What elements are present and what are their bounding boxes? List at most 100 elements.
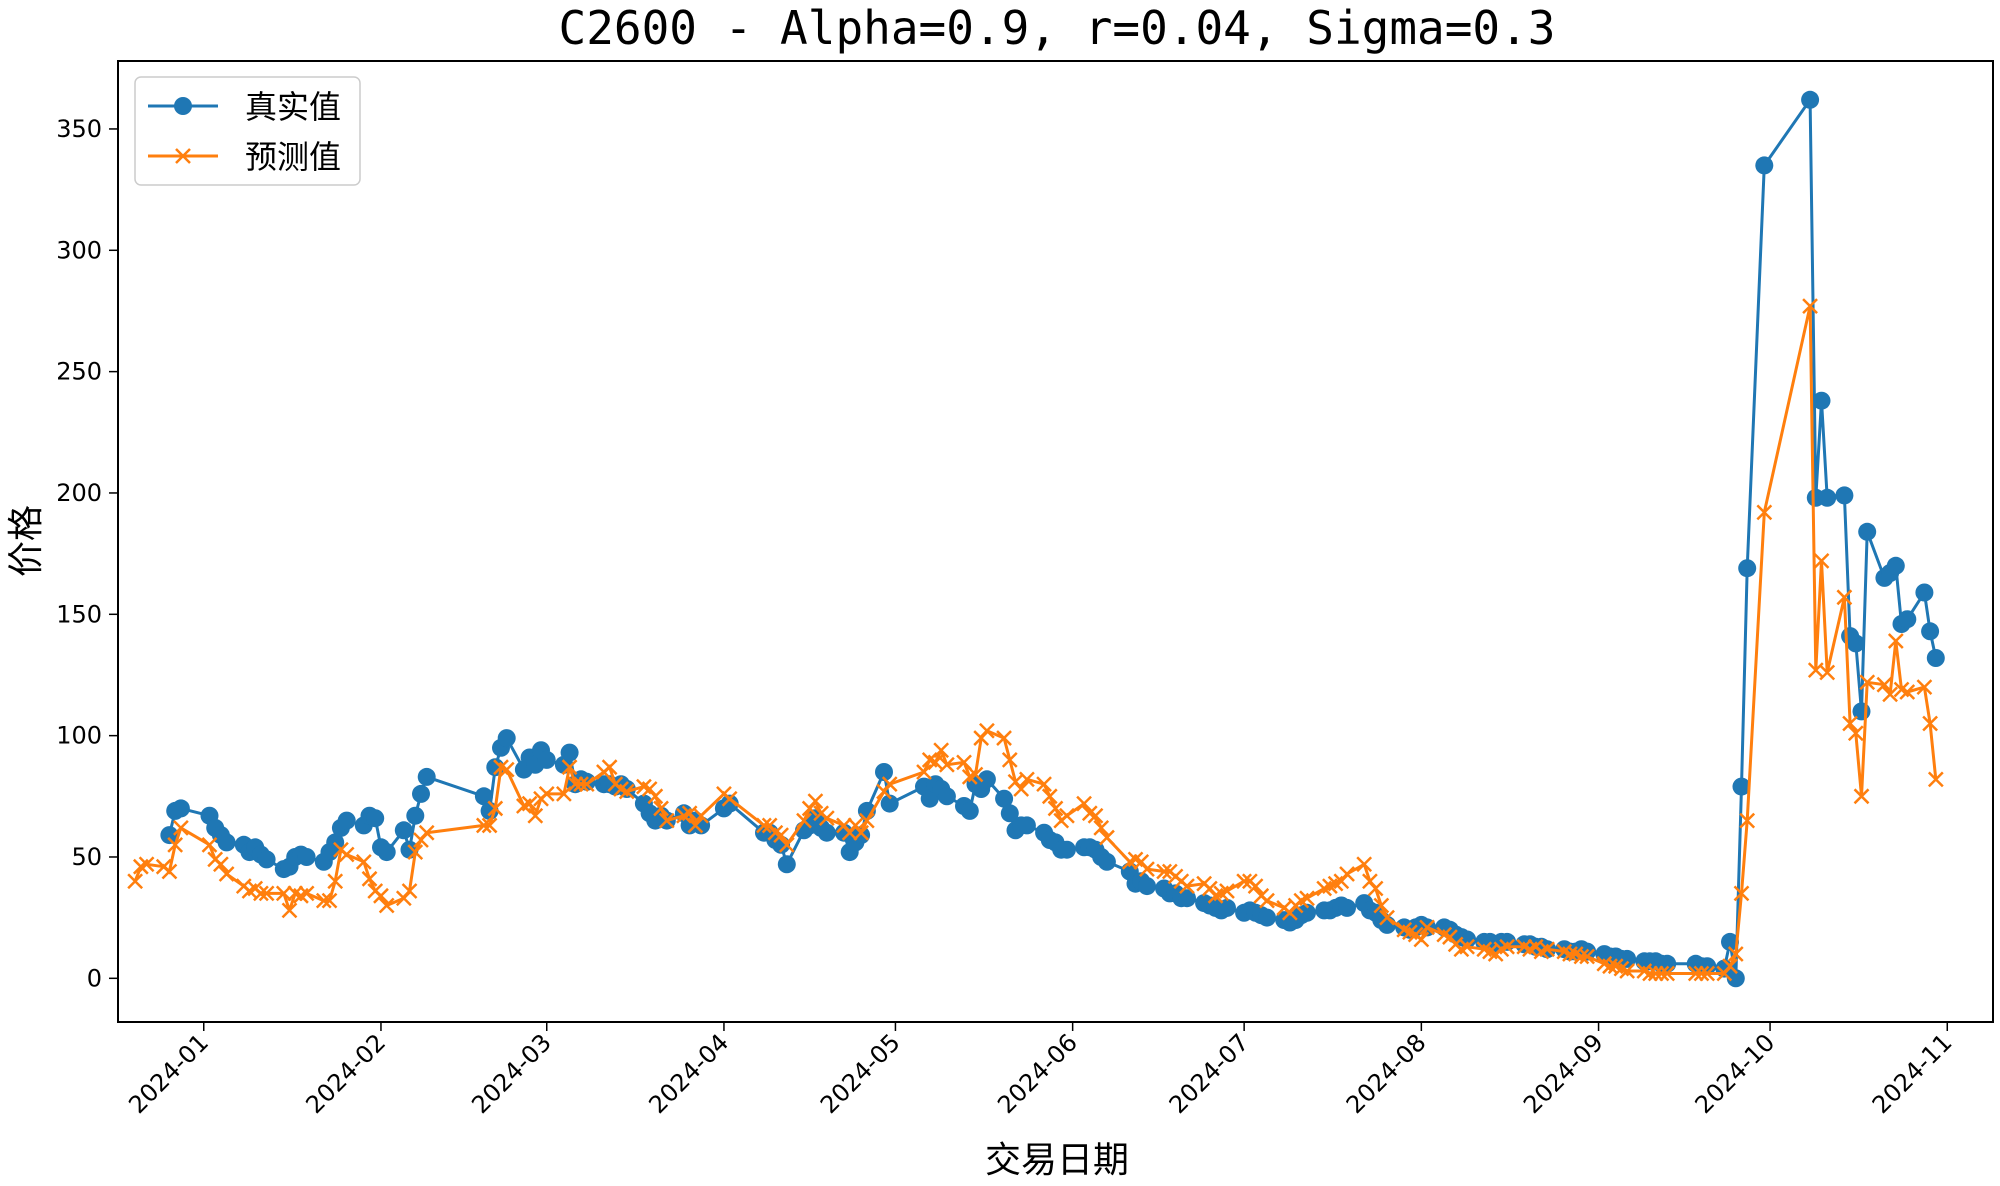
predicted-point: [567, 776, 584, 793]
actual-point: [412, 784, 430, 803]
predicted-point: [1647, 965, 1664, 982]
predicted-point: [1802, 298, 1818, 314]
predicted-point: [618, 783, 635, 800]
predicted-point: [1887, 633, 1904, 649]
actual-point: [1915, 583, 1934, 602]
predicted-point: [338, 846, 355, 863]
x-axis-label: 交易日期: [985, 1140, 1129, 1181]
predicted-line: [133, 304, 1938, 975]
actual-point: [1658, 954, 1677, 973]
predicted-point: [807, 793, 824, 810]
actual-point: [1618, 949, 1637, 968]
actual-point: [617, 780, 636, 798]
legend-predicted-marker: [175, 148, 191, 164]
predicted-point: [939, 756, 955, 773]
predicted-point: [561, 759, 578, 776]
predicted-point: [979, 722, 995, 739]
actual-point: [1000, 804, 1019, 823]
predicted-point: [1019, 771, 1035, 788]
actual-point: [977, 770, 996, 789]
actual-point: [1178, 889, 1196, 908]
actual-point: [1017, 816, 1036, 835]
plot-frame: [117, 60, 1994, 1023]
x-tick-label: 2024-05: [815, 1028, 906, 1119]
predicted-point: [1916, 679, 1933, 695]
actual-point: [960, 801, 979, 820]
actual-point: [1218, 898, 1236, 917]
x-tick-label: 2024-01: [123, 1028, 214, 1119]
actual-point: [171, 799, 190, 818]
predicted-point: [601, 759, 618, 776]
actual-point: [1846, 634, 1865, 653]
predicted-point: [721, 790, 738, 807]
predicted-point: [1047, 800, 1064, 817]
actual-point: [394, 821, 413, 840]
predicted-point: [778, 836, 795, 853]
actual-point: [217, 833, 236, 852]
x-tick-label: 2024-03: [466, 1028, 557, 1119]
predicted-point: [1899, 684, 1916, 700]
predicted-point: [647, 788, 664, 805]
x-tick-label: 2024-02: [300, 1028, 391, 1119]
predicted-point: [1001, 752, 1018, 768]
predicted-point: [475, 817, 492, 834]
actual-point: [1097, 852, 1116, 871]
actual-point: [377, 843, 396, 862]
y-tick-label: 100: [56, 722, 102, 750]
predicted-point: [355, 853, 372, 870]
predicted-point: [281, 902, 298, 919]
predicted-point: [1922, 715, 1939, 732]
predicted-point: [498, 761, 515, 778]
predicted-point: [1653, 965, 1670, 982]
chart-title: C2600 - Alpha=0.9, r=0.04, Sigma=0.3: [559, 1, 1556, 55]
y-tick-label: 350: [56, 115, 102, 143]
predicted-point: [1247, 878, 1264, 894]
actual-point: [1835, 486, 1854, 505]
predicted-point: [1642, 965, 1658, 982]
x-axis: 2024-01 2024-02 2024-03 2024-04 2024-05 2024-…: [123, 1022, 1958, 1119]
predicted-point: [361, 870, 378, 887]
actual-point: [497, 729, 516, 748]
actual-point: [995, 789, 1014, 808]
actual-point: [337, 811, 356, 830]
actual-point: [1258, 908, 1276, 927]
predicted-point: [1013, 781, 1030, 797]
predicted-point: [315, 892, 332, 909]
y-tick-label: 300: [56, 236, 102, 264]
predicted-point: [1699, 965, 1716, 982]
predicted-point: [653, 800, 669, 817]
predicted-point: [481, 817, 498, 834]
predicted-point: [167, 836, 184, 853]
actual-point: [1898, 610, 1917, 629]
predicted-point: [967, 766, 984, 783]
predicted-point: [1059, 807, 1075, 824]
predicted-point: [1459, 938, 1475, 955]
predicted-point: [218, 866, 235, 882]
x-tick-label: 2024-09: [1518, 1028, 1609, 1119]
y-tick-label: 200: [56, 479, 102, 507]
predicted-point: [527, 807, 544, 824]
predicted-point: [1087, 807, 1104, 824]
actual-point: [777, 855, 796, 874]
actual-point: [1738, 559, 1757, 578]
predicted-point: [881, 776, 898, 793]
y-tick-label: 250: [56, 358, 102, 386]
y-axis-label: 价格: [6, 505, 47, 577]
predicted-point: [1573, 948, 1590, 965]
x-tick-label: 2024-07: [1164, 1028, 1255, 1119]
predicted-point: [1693, 965, 1710, 982]
actual-point: [297, 848, 316, 866]
predicted-point: [933, 742, 950, 759]
predicted-point: [138, 856, 155, 873]
predicted-point: [1076, 795, 1092, 812]
predicted-point: [1819, 664, 1836, 681]
predicted-point: [858, 812, 875, 829]
actual-point: [1138, 877, 1156, 896]
predicted-point: [1859, 674, 1876, 691]
predicted-point: [1093, 819, 1110, 836]
actual-point: [1298, 903, 1316, 922]
actual-point: [417, 767, 436, 786]
predicted-point: [1356, 856, 1373, 873]
predicted-point: [1882, 686, 1898, 703]
actual-point: [1818, 488, 1837, 507]
